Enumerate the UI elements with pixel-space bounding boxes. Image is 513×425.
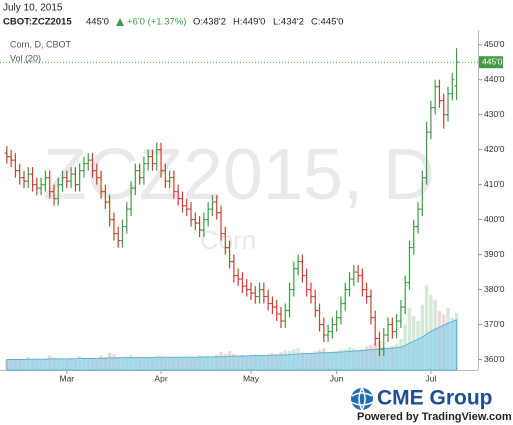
y-tick-label: 380'0 (484, 284, 505, 294)
close: C:445'0 (311, 17, 343, 28)
y-tick-label: 370'0 (484, 319, 505, 329)
watermark-sub: Corn (200, 225, 256, 255)
x-tick-label: Jul (425, 373, 436, 383)
last-price-label: 445'0 (482, 56, 503, 66)
x-tick-label: May (243, 373, 260, 383)
volume-label: Vol (20) (10, 53, 41, 63)
y-tick-label: 440'0 (484, 74, 505, 84)
powered-by: Powered by TradingView.com (357, 411, 512, 423)
y-tick-label: 410'0 (484, 179, 505, 189)
cme-logo (350, 387, 374, 411)
plot: 360'0 370'0 380'0 390'0 400'0 410'0 420'0 430'0… (0, 39, 505, 383)
high: H:449'0 (233, 17, 265, 28)
x-tick-label: Mar (59, 373, 74, 383)
last: 445'0 (86, 17, 109, 28)
brand: CME Group (377, 387, 493, 410)
open: O:438'2 (193, 17, 226, 28)
y-tick-label: 390'0 (484, 249, 505, 259)
watermark: ZCZ2015, D (43, 135, 435, 215)
date: July 10, 2015 (3, 3, 63, 14)
globe-lines (350, 387, 374, 411)
change: +6'0 (+1.37%) (127, 17, 186, 28)
y-tick-label: 360'0 (484, 354, 505, 364)
y-tick-label: 430'0 (484, 109, 505, 119)
volume-bar (407, 307, 412, 370)
x-tick-label: Jun (330, 373, 344, 383)
symbol: CBOT:ZCZ2015 (3, 17, 72, 28)
low: L:434'2 (273, 17, 304, 28)
y-tick-label: 450'0 (484, 39, 505, 49)
up-arrow (116, 18, 124, 26)
volume-bar (424, 285, 429, 370)
x-tick-label: Apr (154, 373, 167, 383)
y-tick-label: 420'0 (484, 144, 505, 154)
last-price-tag (479, 56, 503, 69)
legend-title: Corn, D, CBOT (10, 39, 72, 49)
globe (351, 388, 373, 410)
volume-ma-area (6, 318, 458, 371)
y-tick-label: 400'0 (484, 214, 505, 224)
